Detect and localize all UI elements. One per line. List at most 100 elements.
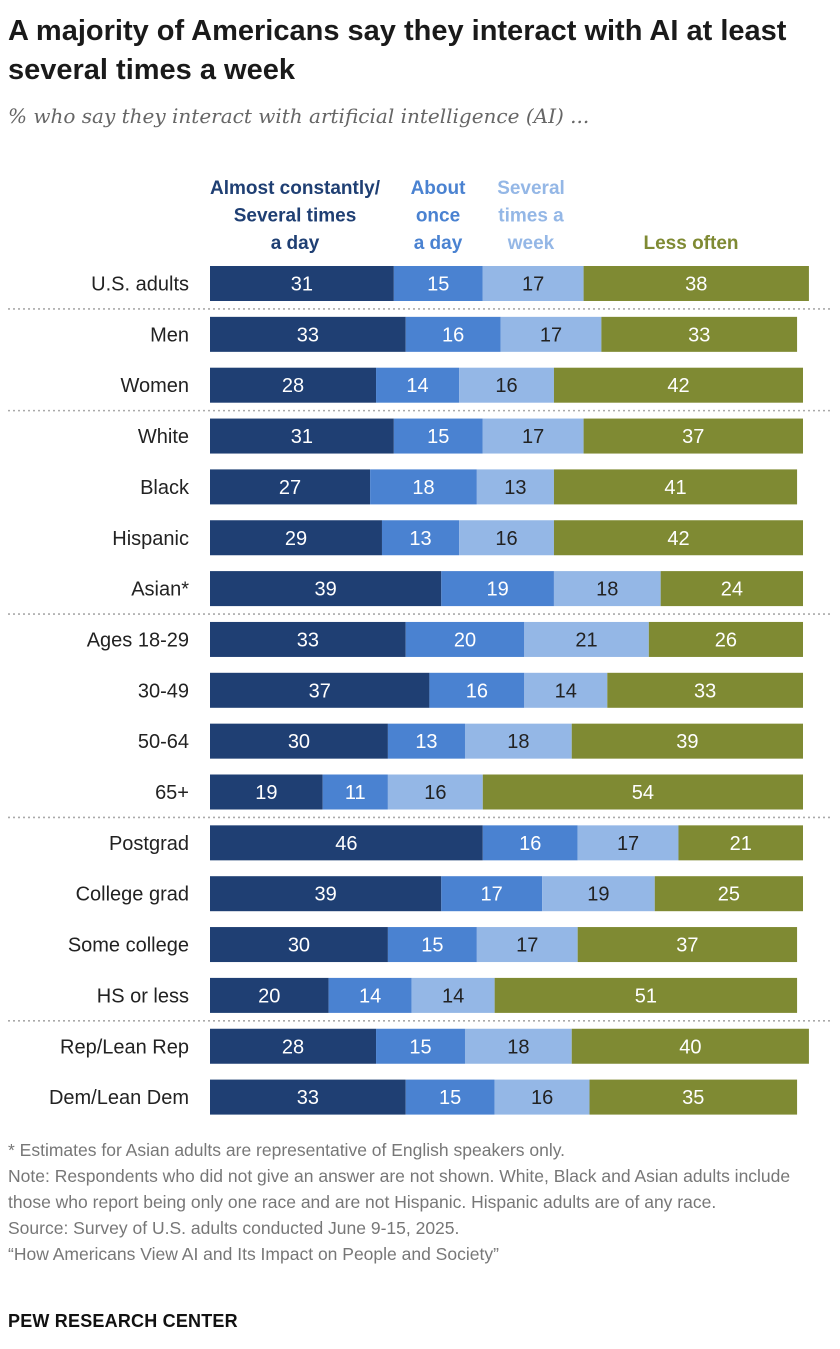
data-label-some-college-about-once-a-day: 15 (421, 935, 443, 957)
series-header-almost-constantly-several-times-a-day-line-0: Almost constantly/ (210, 178, 381, 199)
bar-segment-rep-lean-rep-about-once-a-day (376, 1028, 465, 1064)
data-label-black-about-once-a-day: 18 (412, 477, 434, 499)
category-label-65: 65+ (155, 782, 189, 804)
data-label-men-about-once-a-day: 16 (442, 324, 464, 346)
data-label-some-college-less-often: 37 (676, 935, 698, 957)
bar-segment-rep-lean-rep-almost-constantly-several-times-a-day (210, 1028, 377, 1064)
data-label-women-about-once-a-day: 14 (406, 375, 428, 397)
series-header-several-times-a-week-line-0: Several (497, 178, 565, 199)
bar-segment-hispanic-about-once-a-day (381, 520, 460, 556)
data-label-hs-or-less-almost-constantly-several-times-a-day: 20 (258, 985, 280, 1007)
bar-segment-dem-lean-dem-about-once-a-day (405, 1079, 495, 1115)
bar-segment-dem-lean-dem-less-often (589, 1079, 798, 1115)
data-label-black-several-times-a-week: 13 (504, 477, 526, 499)
footnote-source: Source: Survey of U.S. adults conducted … (8, 1218, 460, 1238)
stacked-bar-chart: Almost constantly/Several times a day Abou… (8, 178, 832, 1115)
data-label-rep-lean-rep-less-often: 40 (679, 1036, 701, 1058)
data-label-postgrad-several-times-a-week: 17 (617, 833, 639, 855)
bar-segment-30-49-almost-constantly-several-times-a-day (210, 672, 430, 708)
bar-segment-postgrad-several-times-a-week (577, 825, 679, 861)
bar-segment-hs-or-less-several-times-a-week (411, 977, 495, 1013)
data-label-65-several-times-a-week: 16 (424, 782, 446, 804)
series-header-several-times-a-week-line-1: times a (498, 206, 564, 227)
bar-segment-50-64-almost-constantly-several-times-a-day (210, 723, 388, 759)
data-label-hispanic-several-times-a-week: 16 (495, 528, 517, 550)
bar-segment-hispanic-several-times-a-week (459, 520, 554, 556)
data-label-dem-lean-dem-several-times-a-week: 16 (531, 1087, 553, 1109)
bar-segment-u-s-adults-several-times-a-week (482, 266, 584, 301)
data-label-postgrad-less-often: 21 (730, 833, 752, 855)
data-label-50-64-several-times-a-week: 18 (507, 731, 529, 753)
category-label-women: Women (120, 375, 189, 397)
bar-segment-some-college-less-often (577, 927, 798, 963)
data-label-some-college-almost-constantly-several-times-a-day: 30 (288, 935, 310, 957)
category-label-some-college: Some college (68, 935, 189, 957)
data-label-dem-lean-dem-almost-constantly-several-times-a-day: 33 (297, 1087, 319, 1109)
bar-segment-some-college-several-times-a-week (476, 927, 578, 963)
category-label-white: White (138, 426, 189, 448)
bar-segment-asian-less-often (660, 571, 803, 607)
footnote-asian: * Estimates for Asian adults are represe… (8, 1140, 566, 1160)
bar-segment-ages-18-29-almost-constantly-several-times-a-day (210, 621, 406, 657)
data-label-hispanic-about-once-a-day: 13 (409, 528, 431, 550)
data-label-white-about-once-a-day: 15 (427, 426, 449, 448)
data-label-65-about-once-a-day: 11 (345, 782, 366, 804)
bar-segment-black-almost-constantly-several-times-a-day (210, 469, 371, 505)
data-label-hispanic-less-often: 42 (667, 528, 689, 550)
category-label-50-64: 50-64 (138, 731, 189, 753)
series-header-about-once-a-day-line-1: once (416, 206, 460, 227)
data-label-asian-several-times-a-week: 18 (596, 579, 618, 601)
data-label-some-college-several-times-a-week: 17 (516, 935, 538, 957)
category-label-black: Black (140, 477, 190, 499)
bar-segment-women-less-often (553, 367, 803, 403)
bar-segment-college-grad-less-often (654, 876, 803, 912)
data-label-women-less-often: 42 (667, 375, 689, 397)
data-label-dem-lean-dem-about-once-a-day: 15 (439, 1087, 461, 1109)
bar-segment-women-almost-constantly-several-times-a-day (210, 367, 377, 403)
category-label-hs-or-less: HS or less (97, 985, 189, 1007)
series-header-about-once-a-day-line-2: a day (414, 233, 463, 254)
bar-segment-ages-18-29-less-often (648, 621, 803, 657)
bar-segment-30-49-less-often (607, 672, 803, 708)
data-label-hs-or-less-less-often: 51 (635, 985, 657, 1007)
bar-segment-50-64-several-times-a-week (464, 723, 572, 759)
bar-segment-college-grad-several-times-a-week (542, 876, 655, 912)
footnote-report: “How Americans View AI and Its Impact on… (8, 1244, 499, 1264)
pew-logo-text: PEW RESEARCH CENTER (8, 1311, 238, 1331)
bar-segment-50-64-less-often (571, 723, 803, 759)
bar-segment-hispanic-almost-constantly-several-times-a-day (210, 520, 382, 556)
data-label-50-64-less-often: 39 (676, 731, 698, 753)
series-header-about-once-a-day-line-0: About (411, 178, 467, 199)
data-label-50-64-about-once-a-day: 13 (415, 731, 437, 753)
bar-segment-white-several-times-a-week (482, 418, 584, 454)
data-label-white-almost-constantly-several-times-a-day: 31 (291, 426, 313, 448)
bar-segment-rep-lean-rep-several-times-a-week (464, 1028, 572, 1064)
bar-segment-dem-lean-dem-several-times-a-week (494, 1079, 590, 1115)
data-label-u-s-adults-less-often: 38 (685, 274, 707, 296)
bar-segment-65-almost-constantly-several-times-a-day (210, 774, 323, 810)
bar-segment-hs-or-less-less-often (494, 977, 798, 1013)
data-label-u-s-adults-several-times-a-week: 17 (522, 274, 544, 296)
data-label-65-almost-constantly-several-times-a-day: 19 (255, 782, 277, 804)
series-header-less-often-line-0: Less often (643, 233, 738, 254)
bar-segment-postgrad-almost-constantly-several-times-a-day (210, 825, 483, 861)
category-label-postgrad: Postgrad (109, 833, 189, 855)
bar-segment-u-s-adults-less-often (583, 266, 809, 301)
bar-segment-asian-several-times-a-week (553, 571, 661, 607)
data-label-dem-lean-dem-less-often: 35 (682, 1087, 704, 1109)
bar-segment-u-s-adults-almost-constantly-several-times-a-day (210, 266, 394, 301)
bar-segment-white-less-often (583, 418, 803, 454)
bar-segment-30-49-several-times-a-week (524, 672, 608, 708)
data-label-white-several-times-a-week: 17 (522, 426, 544, 448)
bar-segment-postgrad-less-often (678, 825, 803, 861)
bar-segment-some-college-almost-constantly-several-times-a-day (210, 927, 388, 963)
bar-segment-men-less-often (601, 316, 798, 352)
category-label-dem-lean-dem: Dem/Lean Dem (49, 1087, 189, 1109)
data-label-asian-less-often: 24 (721, 579, 743, 601)
footnotes: * Estimates for Asian adults are represe… (8, 1137, 832, 1267)
data-label-ages-18-29-almost-constantly-several-times-a-day: 33 (297, 629, 319, 651)
data-label-rep-lean-rep-several-times-a-week: 18 (507, 1036, 529, 1058)
bar-segment-college-grad-about-once-a-day (441, 876, 543, 912)
data-label-college-grad-several-times-a-week: 19 (587, 884, 609, 906)
data-label-men-several-times-a-week: 17 (540, 324, 562, 346)
